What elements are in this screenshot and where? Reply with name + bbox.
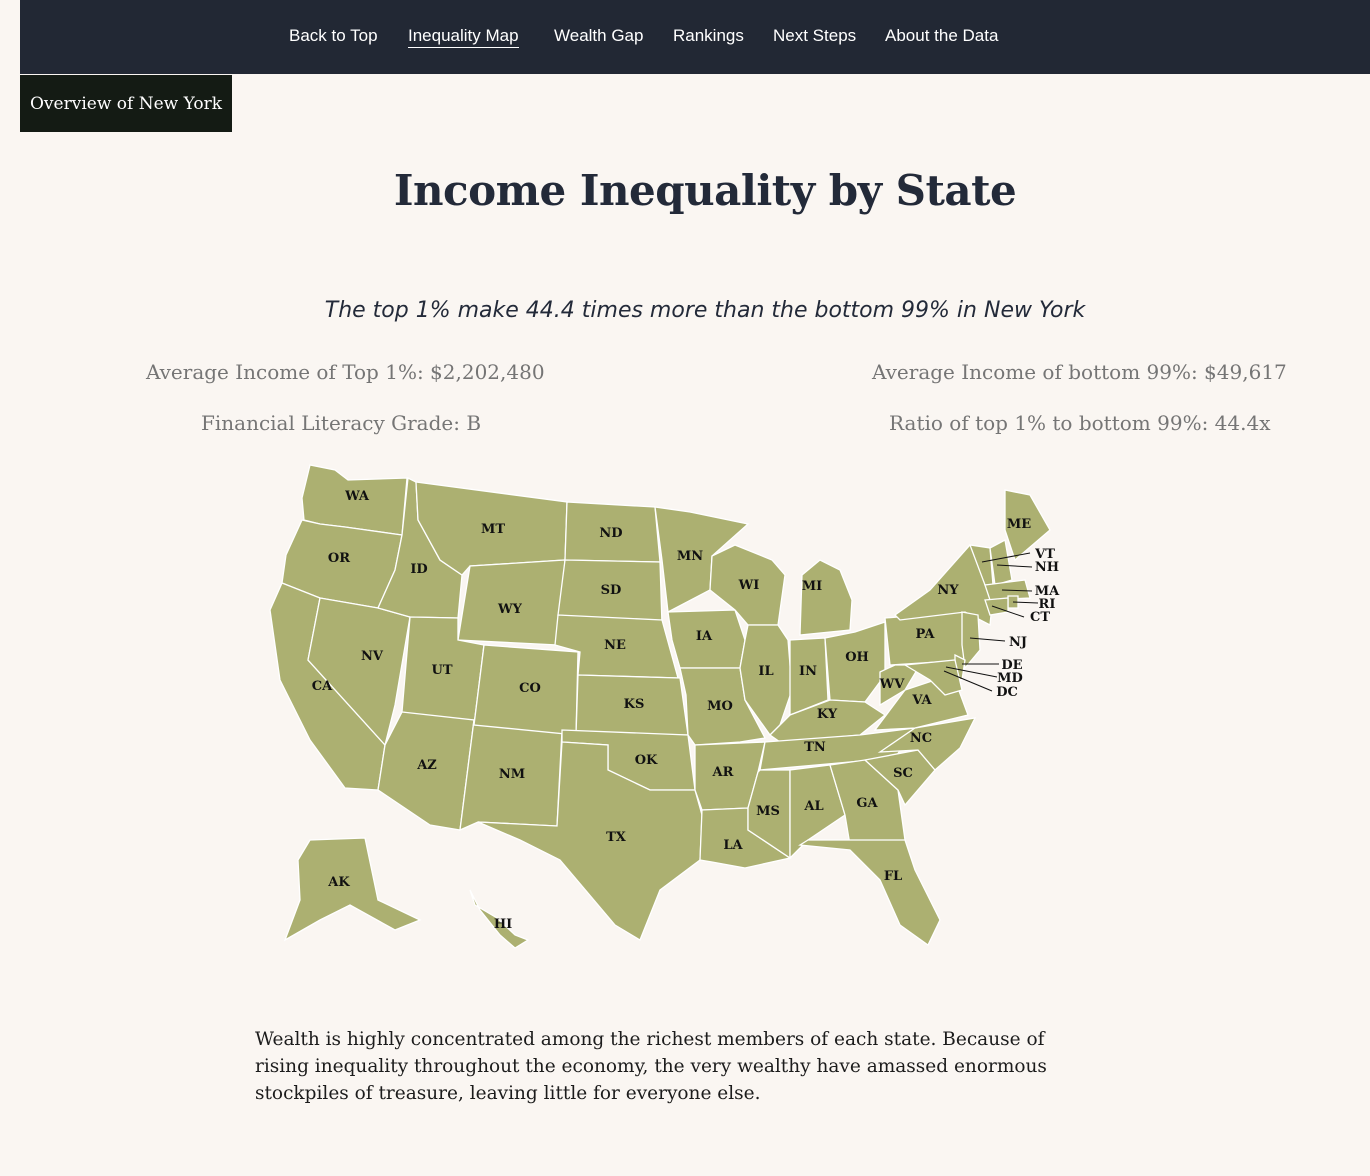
state-label-wi: WI — [738, 578, 760, 593]
state-me[interactable] — [1004, 489, 1051, 562]
state-fl[interactable] — [798, 839, 941, 946]
leader-line-nj — [969, 637, 1006, 642]
state-label-ct: CT — [1030, 610, 1050, 625]
state-label-la: LA — [723, 838, 743, 853]
state-label-tx: TX — [606, 830, 627, 845]
state-label-va: VA — [911, 693, 932, 708]
state-label-wy: WY — [497, 602, 523, 617]
state-label-ms: MS — [756, 804, 780, 819]
state-label-mn: MN — [677, 549, 703, 564]
state-label-or: OR — [328, 551, 350, 566]
state-label-ga: GA — [856, 796, 878, 811]
nav-about-the-data[interactable]: About the Data — [885, 26, 999, 45]
state-label-ia: IA — [696, 629, 713, 644]
leader-line-vt — [981, 552, 1031, 563]
state-label-oh: OH — [845, 650, 869, 665]
state-mi[interactable] — [799, 559, 853, 636]
state-label-fl: FL — [884, 869, 902, 884]
state-nj[interactable] — [961, 611, 981, 670]
state-label-co: CO — [519, 681, 541, 696]
stat-literacy-grade: Financial Literacy Grade: B — [201, 411, 482, 435]
state-label-wa: WA — [344, 489, 370, 504]
stat-ratio: Ratio of top 1% to bottom 99%: 44.4x — [889, 411, 1271, 435]
state-label-nv: NV — [361, 649, 384, 664]
nav-wealth-gap[interactable]: Wealth Gap — [554, 26, 644, 45]
state-label-tn: TN — [804, 740, 826, 755]
state-label-az: AZ — [416, 758, 437, 773]
state-tx[interactable] — [477, 741, 703, 941]
state-label-vt: VT — [1034, 547, 1055, 562]
state-label-ut: UT — [431, 663, 452, 678]
leader-line-ct — [991, 605, 1025, 618]
state-label-in: IN — [799, 664, 817, 679]
state-label-nj: NJ — [1009, 635, 1027, 650]
state-label-ky: KY — [817, 707, 838, 722]
state-nh[interactable] — [989, 539, 1013, 586]
state-label-de: DE — [1001, 658, 1022, 673]
overview-tab[interactable]: Overview of New York — [20, 75, 232, 132]
state-label-nh: NH — [1035, 560, 1059, 575]
state-label-ks: KS — [624, 697, 645, 712]
headline-ratio: The top 1% make 44.4 times more than the… — [324, 298, 1086, 323]
state-label-nd: ND — [599, 526, 622, 541]
state-label-il: IL — [758, 664, 773, 679]
state-label-md: MD — [997, 671, 1023, 686]
state-label-nc: NC — [910, 731, 932, 746]
state-al[interactable] — [789, 764, 846, 860]
state-label-ne: NE — [604, 638, 626, 653]
state-label-ca: CA — [312, 679, 333, 694]
state-label-sd: SD — [601, 583, 622, 598]
state-label-id: ID — [410, 562, 427, 577]
state-hi[interactable] — [469, 889, 530, 949]
body-paragraph: Wealth is highly concentrated among the … — [255, 1029, 1047, 1104]
state-label-pa: PA — [916, 627, 936, 642]
state-ak[interactable] — [283, 837, 422, 942]
nav-rankings[interactable]: Rankings — [673, 26, 744, 45]
state-label-me: ME — [1007, 517, 1031, 532]
state-label-ar: AR — [712, 765, 734, 780]
leader-line-nh — [996, 564, 1033, 568]
state-in[interactable] — [789, 637, 829, 716]
state-label-mi: MI — [802, 579, 822, 594]
state-md[interactable] — [902, 659, 963, 696]
state-label-sc: SC — [893, 766, 913, 781]
state-label-mo: MO — [707, 699, 733, 714]
state-label-ri: RI — [1039, 597, 1056, 612]
nav-back-to-top[interactable]: Back to Top — [289, 26, 378, 45]
state-label-hi: HI — [494, 917, 512, 932]
nav-inequality-map[interactable]: Inequality Map — [408, 26, 519, 48]
stat-bottom99-income: Average Income of bottom 99%: $49,617 — [872, 360, 1287, 384]
leader-line-ri — [1012, 601, 1039, 604]
page-title: Income Inequality by State — [393, 166, 1017, 215]
state-label-ma: MA — [1035, 584, 1060, 599]
state-sc[interactable] — [863, 749, 936, 807]
state-label-dc: DC — [996, 685, 1018, 700]
leader-line-dc — [943, 670, 993, 692]
state-ky[interactable] — [768, 699, 887, 743]
state-label-ak: AK — [327, 875, 350, 890]
state-wv[interactable] — [879, 664, 922, 707]
leader-line-ma — [1001, 589, 1033, 592]
leader-line-md — [945, 666, 998, 678]
state-label-mt: MT — [481, 522, 505, 537]
state-label-al: AL — [803, 799, 823, 814]
nav-next-steps[interactable]: Next Steps — [773, 26, 857, 45]
state-label-ok: OK — [635, 753, 658, 768]
state-label-wv: WV — [879, 677, 906, 692]
state-label-nm: NM — [499, 767, 525, 782]
state-label-ny: NY — [937, 583, 959, 598]
stat-top1-income: Average Income of Top 1%: $2,202,480 — [146, 360, 545, 384]
top-navigation: Back to Top Inequality Map Wealth Gap Ra… — [20, 0, 1370, 74]
